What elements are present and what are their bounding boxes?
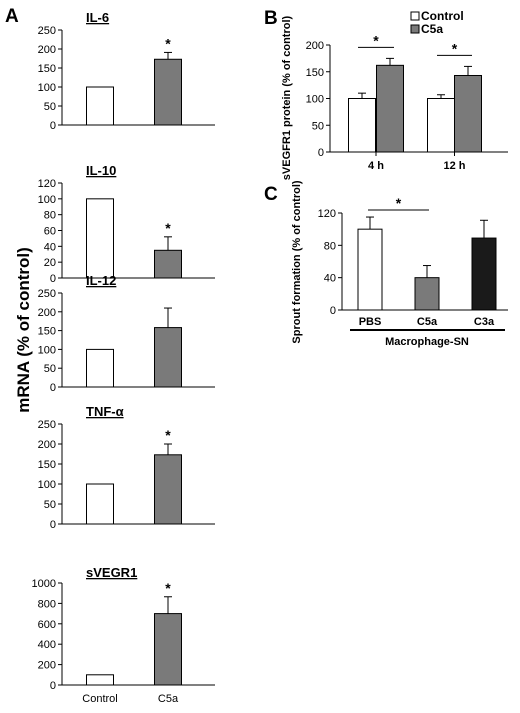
bar xyxy=(154,58,182,126)
category-label: 12 h xyxy=(443,160,465,172)
y-tick-label: 0 xyxy=(330,305,336,317)
category-label: C5a xyxy=(417,316,438,328)
y-tick-label: 600 xyxy=(38,619,56,631)
category-label: C3a xyxy=(474,316,495,328)
y-tick-label: 200 xyxy=(38,439,56,451)
y-tick-label: 60 xyxy=(44,226,56,238)
significance-mark: * xyxy=(165,220,171,236)
chart-title: IL-6 xyxy=(86,10,109,25)
y-tick-label: 0 xyxy=(50,680,56,692)
significance-mark: * xyxy=(452,40,458,56)
significance-mark: * xyxy=(165,35,171,51)
y-tick-label: 1000 xyxy=(32,578,56,590)
y-tick-label: 20 xyxy=(44,257,56,269)
y-tick-label: 0 xyxy=(50,382,56,394)
y-tick-label: 150 xyxy=(38,459,56,471)
bar xyxy=(86,483,114,525)
bar xyxy=(454,74,482,153)
significance-mark: * xyxy=(165,427,171,443)
bar xyxy=(86,86,114,126)
bar xyxy=(154,327,182,388)
panel-letter-c: C xyxy=(264,184,278,205)
chart-a-5: 0 200 400 600 800 1000 sVEGR1 Control * C5a xyxy=(32,565,215,705)
y-tick-label: 250 xyxy=(38,419,56,431)
bar xyxy=(471,237,497,311)
y-tick-label: 200 xyxy=(38,44,56,56)
chart-a-3: 0 50 100 150 200 250 IL-12 xyxy=(38,273,215,394)
y-tick-label: 120 xyxy=(38,178,56,190)
y-tick-label: 50 xyxy=(44,363,56,375)
y-tick-label: 200 xyxy=(38,660,56,672)
y-tick-label: 100 xyxy=(38,479,56,491)
y-tick-label: 40 xyxy=(324,273,336,285)
y-axis-label: sVEGFR1 protein (% of control) xyxy=(281,15,293,180)
category-label: Control xyxy=(82,693,117,705)
y-tick-label: 0 xyxy=(50,519,56,531)
bar xyxy=(376,64,404,153)
bar xyxy=(357,228,383,311)
group-label: Macrophage-SN xyxy=(385,336,469,348)
panel-letter-a: A xyxy=(5,6,19,27)
y-tick-label: 200 xyxy=(38,307,56,319)
y-tick-label: 250 xyxy=(38,288,56,300)
chart-title: TNF-α xyxy=(86,404,124,419)
chart-a-2: 0 20 40 60 80 100 120 IL-10 * xyxy=(38,163,215,285)
chart-title: IL-12 xyxy=(86,273,116,288)
y-tick-label: 0 xyxy=(50,273,56,285)
bar xyxy=(86,674,114,686)
y-tick-label: 150 xyxy=(306,67,324,79)
legend-swatch xyxy=(410,11,420,21)
bar xyxy=(86,348,114,388)
panel-letter-b: B xyxy=(264,8,278,29)
bar xyxy=(427,98,455,153)
y-axis-label: Sprout formation (% of control) xyxy=(291,180,303,343)
legend-label: C5a xyxy=(421,22,443,36)
chart-a-1: 0 50 100 150 200 250 IL-6 * xyxy=(38,10,215,132)
y-tick-label: 100 xyxy=(38,194,56,206)
significance-mark: * xyxy=(373,32,379,48)
bar xyxy=(154,249,182,279)
y-tick-label: 0 xyxy=(318,147,324,159)
legend-swatch xyxy=(410,24,420,34)
panel-a-ylabel: mRNA (% of control) xyxy=(14,247,33,413)
bar xyxy=(414,277,440,311)
category-label: 4 h xyxy=(368,160,384,172)
y-tick-label: 50 xyxy=(44,101,56,113)
y-tick-label: 800 xyxy=(38,598,56,610)
category-label: PBS xyxy=(359,316,382,328)
y-tick-label: 400 xyxy=(38,639,56,651)
y-tick-label: 100 xyxy=(38,344,56,356)
y-tick-label: 80 xyxy=(44,210,56,222)
y-tick-label: 250 xyxy=(38,25,56,37)
bar xyxy=(348,98,376,153)
chart-title: sVEGR1 xyxy=(86,565,137,580)
y-tick-label: 50 xyxy=(44,499,56,511)
chart-a-4: 0 50 100 150 200 250 TNF-α * xyxy=(38,404,215,531)
y-tick-label: 0 xyxy=(50,120,56,132)
y-tick-label: 100 xyxy=(306,94,324,106)
bar xyxy=(154,454,182,525)
bar xyxy=(154,613,182,686)
significance-mark: * xyxy=(396,195,402,211)
bar xyxy=(86,198,114,279)
y-tick-label: 120 xyxy=(318,208,336,220)
legend-label: Control xyxy=(421,9,464,23)
y-tick-label: 50 xyxy=(312,120,324,132)
y-tick-label: 40 xyxy=(44,241,56,253)
y-tick-label: 80 xyxy=(324,240,336,252)
chart-title: IL-10 xyxy=(86,163,116,178)
category-label: C5a xyxy=(158,693,179,705)
y-tick-label: 150 xyxy=(38,326,56,338)
y-tick-label: 200 xyxy=(306,40,324,52)
chart-c: 0 40 80 120 PBS C5a C3a * Macrophage-SN Sprout fo… xyxy=(291,180,508,348)
y-tick-label: 100 xyxy=(38,82,56,94)
y-tick-label: 150 xyxy=(38,63,56,75)
significance-mark: * xyxy=(165,580,171,596)
